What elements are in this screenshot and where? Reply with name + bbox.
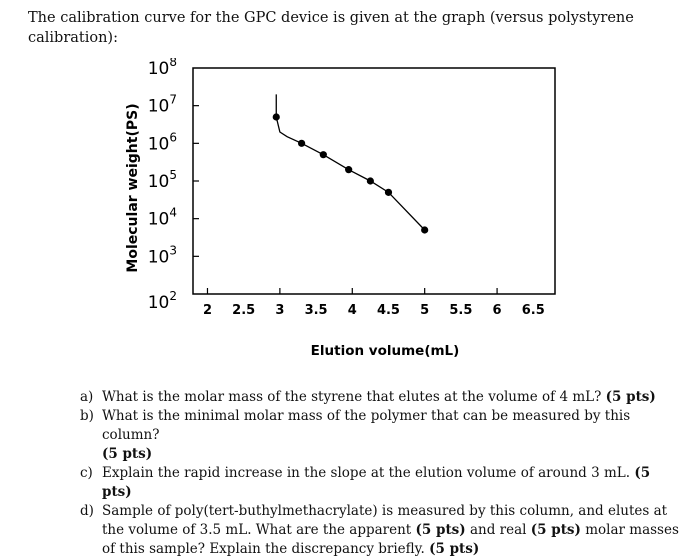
question-letter: c) (80, 465, 93, 481)
x-tick-label: 4.5 (377, 303, 400, 318)
question-letter: a) (80, 389, 94, 405)
question-b: b) What is the minimal molar mass of the… (80, 407, 680, 464)
question-text: and real (469, 522, 527, 538)
y-axis-label: Molecular weight(PS) (125, 103, 141, 272)
x-axis-label: Elution volume(mL) (311, 343, 460, 359)
data-point (298, 139, 306, 147)
data-point (366, 177, 374, 185)
plot-frame (192, 67, 556, 295)
data-point (384, 188, 393, 196)
y-tick-label: 108 (148, 58, 177, 79)
questions-list: a) What is the molar mass of the styrene… (80, 388, 680, 559)
x-tick-label: 2.5 (232, 303, 255, 318)
question-text: Sample of poly(tert-buthylmethacrylate) … (102, 503, 668, 538)
question-letter: d) (80, 503, 94, 519)
x-tick-label: 4 (348, 303, 357, 318)
x-tick-label: 2 (203, 303, 212, 318)
y-tick-label: 106 (148, 130, 177, 154)
x-tick-label: 6 (493, 303, 502, 318)
x-tick-label: 6.5 (522, 303, 545, 318)
data-point (319, 151, 327, 159)
x-tick-label: 5 (420, 303, 429, 318)
question-letter: b) (80, 408, 94, 424)
y-tick-label: 103 (148, 243, 177, 267)
data-point (421, 226, 429, 234)
data-point (272, 113, 280, 121)
y-tick-label: 107 (148, 93, 177, 117)
y-tick-label: 105 (148, 168, 177, 192)
question-points: (5 pts) (429, 541, 480, 557)
question-points: (5 pts) (102, 465, 651, 500)
question-text: What is the molar mass of the styrene th… (102, 389, 602, 405)
question-points: (5 pts) (102, 446, 153, 462)
y-tick-label: 102 (148, 289, 177, 313)
question-points: (5 pts) (605, 389, 656, 405)
question-points: (5 pts) (530, 522, 581, 538)
x-tick-label: 3.5 (305, 303, 328, 318)
calibration-curve (275, 94, 426, 231)
data-point (345, 166, 353, 174)
x-tick-label: 3 (275, 303, 284, 318)
calibration-chart: 102 103 104 105 106 107 108 2 2.5 3 3.5 4 4.5 5 5.5 6 6… (125, 58, 556, 359)
intro-text: The calibration curve for the GPC device… (28, 10, 634, 46)
question-d: d) Sample of poly(tert-buthylmethacrylat… (80, 502, 680, 559)
question-text: What is the minimal molar mass of the po… (102, 408, 631, 443)
question-c: c) Explain the rapid increase in the slo… (80, 464, 680, 502)
question-points: (5 pts) (415, 522, 466, 538)
question-text: Explain the rapid increase in the slope … (102, 465, 631, 481)
y-tick-label: 104 (148, 206, 177, 230)
x-tick-label: 5.5 (449, 303, 472, 318)
question-a: a) What is the molar mass of the styrene… (80, 388, 680, 407)
